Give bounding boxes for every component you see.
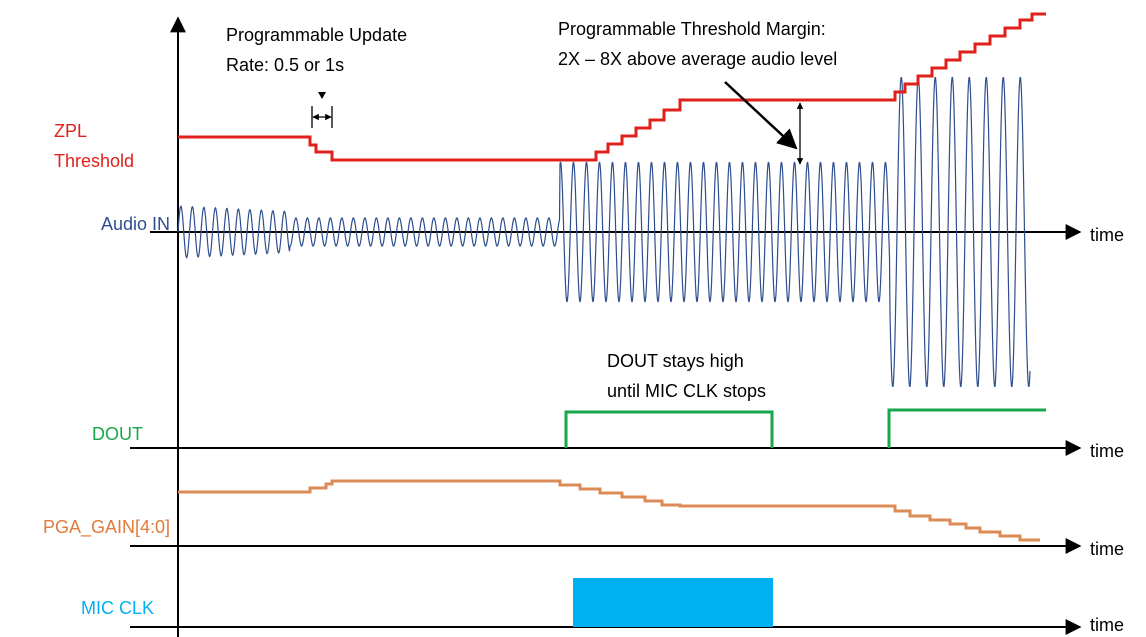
signal-label: PGA_GAIN[4:0]	[43, 517, 170, 538]
signal-label: MIC CLK	[81, 598, 154, 618]
dout-line	[564, 410, 774, 448]
update-marker	[318, 92, 326, 99]
annotation: Rate: 0.5 or 1s	[226, 55, 344, 75]
zpl-threshold-line	[178, 12, 1046, 162]
annotation: 2X – 8X above average audio level	[558, 49, 837, 69]
time-label: time	[1090, 225, 1124, 245]
signal-label: Audio IN	[101, 214, 170, 234]
time-label: time	[1090, 615, 1124, 635]
annotation: Programmable Update	[226, 25, 407, 45]
signal-label: DOUT	[92, 424, 143, 444]
time-label: time	[1090, 441, 1124, 461]
time-label: time	[1090, 539, 1124, 559]
signal-label: Threshold	[54, 151, 134, 171]
audio-wave	[177, 76, 1031, 388]
annotation-arrows	[311, 81, 804, 165]
mic-clk-pulse	[573, 578, 773, 627]
pga-gain-line	[178, 479, 1040, 542]
annotation: DOUT stays high	[607, 351, 744, 371]
annotation: Programmable Threshold Margin:	[558, 19, 826, 39]
margin-pointer	[724, 81, 798, 150]
annotation: until MIC CLK stops	[607, 381, 766, 401]
signal-label: ZPL	[54, 121, 87, 141]
dout-line-2	[887, 408, 1046, 448]
audio-wave-path	[177, 76, 1031, 388]
